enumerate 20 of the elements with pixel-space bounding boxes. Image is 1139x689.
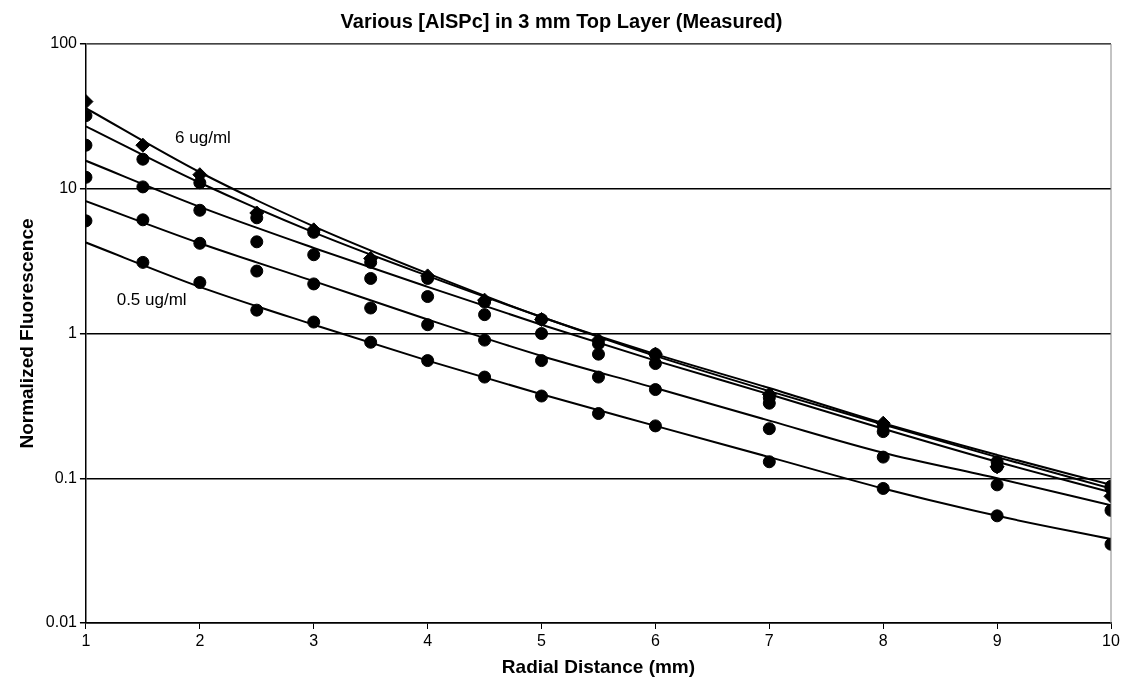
x-tick-label: 1 <box>81 632 91 650</box>
y-tick-label: 10 <box>59 179 78 197</box>
annotation: 0.5 ug/ml <box>116 290 187 310</box>
x-tick-label: 3 <box>309 632 319 650</box>
y-tick-label: 1 <box>68 323 78 341</box>
x-tick-label: 7 <box>764 632 774 650</box>
x-tick-label: 5 <box>537 632 547 650</box>
annotation: 6 ug/ml <box>175 128 231 148</box>
chart-title: Various [AlSPc] in 3 mm Top Layer (Measured) <box>340 9 783 32</box>
y-tick-label: 100 <box>50 34 78 52</box>
x-tick-label: 10 <box>1102 632 1120 650</box>
x-tick-label: 2 <box>195 632 205 650</box>
y-axis-title: Normalized Fluorescence <box>15 218 37 449</box>
x-tick-label: 4 <box>423 632 433 650</box>
x-tick-label: 8 <box>878 632 888 650</box>
y-tick-label: 0.1 <box>54 468 78 486</box>
x-axis-title: Radial Distance (mm) <box>501 655 696 677</box>
y-tick-label: 0.01 <box>45 613 78 631</box>
x-tick-label: 6 <box>650 632 660 650</box>
x-tick-label: 9 <box>992 632 1002 650</box>
